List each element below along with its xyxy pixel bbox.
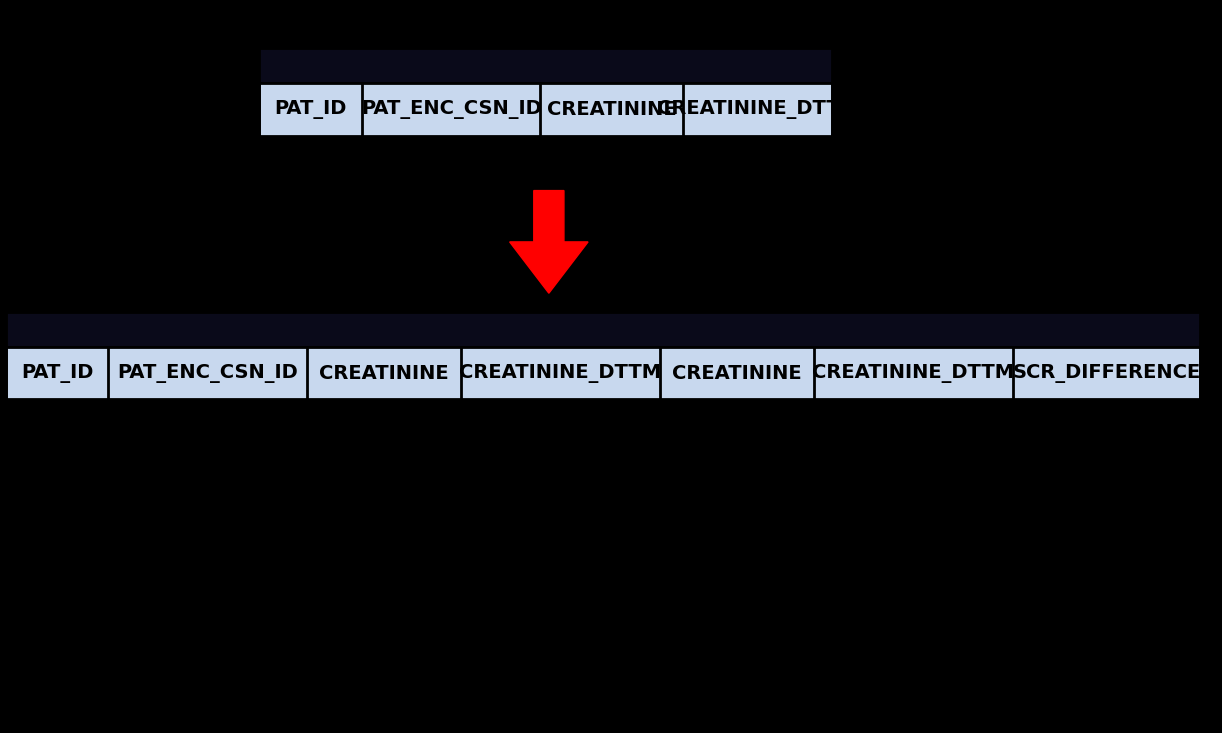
- Text: SCR_DIFFERENCE: SCR_DIFFERENCE: [1012, 364, 1200, 383]
- Text: PAT_ENC_CSN_ID: PAT_ENC_CSN_ID: [360, 100, 541, 119]
- Bar: [259, 83, 832, 136]
- Text: CREATININE_DTTM: CREATININE_DTTM: [811, 364, 1014, 383]
- Text: PAT_ENC_CSN_ID: PAT_ENC_CSN_ID: [117, 364, 298, 383]
- Text: CREATININE_DTTM: CREATININE_DTTM: [656, 100, 859, 119]
- Text: CREATININE: CREATININE: [672, 364, 802, 383]
- FancyArrow shape: [510, 191, 588, 293]
- Text: CREATININE_DTTM: CREATININE_DTTM: [459, 364, 661, 383]
- Text: CREATININE: CREATININE: [547, 100, 677, 119]
- Text: CREATININE: CREATININE: [319, 364, 448, 383]
- Bar: [6, 312, 1200, 347]
- Text: PAT_ID: PAT_ID: [275, 100, 347, 119]
- Bar: [259, 48, 832, 83]
- Text: PAT_ID: PAT_ID: [21, 364, 93, 383]
- Bar: [6, 347, 1200, 399]
